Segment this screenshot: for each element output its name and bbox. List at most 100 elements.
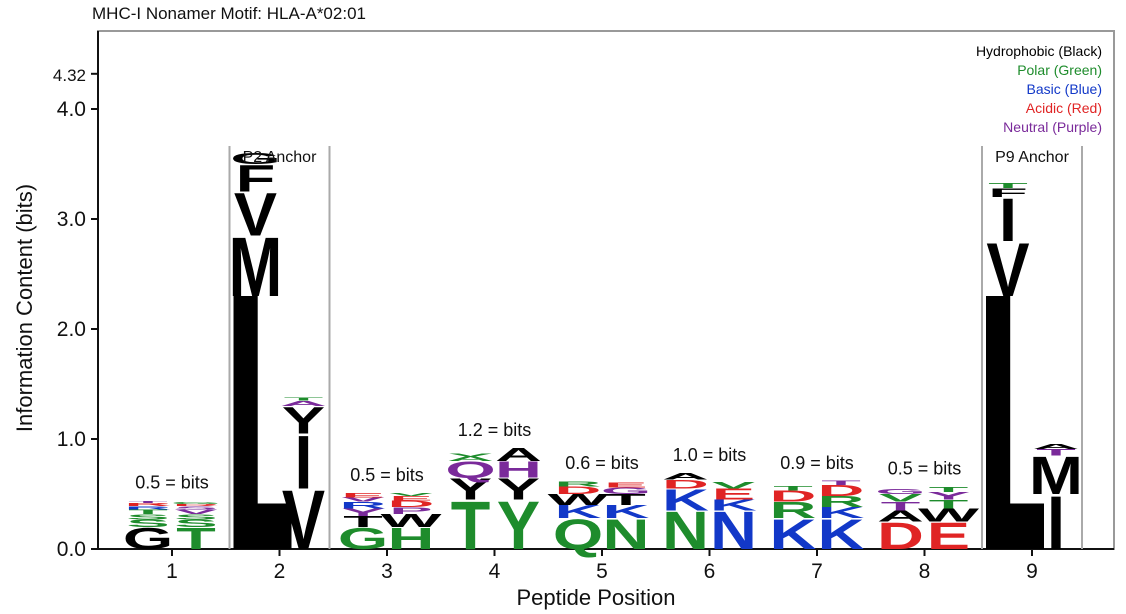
logo-letter-N: N — [603, 510, 650, 558]
logo-letter-I: I — [295, 419, 313, 504]
logo-letter-R: R — [340, 500, 387, 510]
y-tick-label: 4.32 — [53, 66, 86, 85]
logo-letter-T: T — [128, 508, 168, 515]
logo-letter-G: G — [601, 486, 651, 496]
logo-letter-T: T — [128, 500, 168, 503]
x-tick-label: 2 — [274, 560, 286, 583]
logo-letter-V: V — [234, 181, 277, 249]
legend-item: Basic (Blue) — [1027, 81, 1102, 97]
legend-item: Neutral (Purple) — [1003, 119, 1102, 135]
anchor-label: P9 Anchor — [995, 149, 1070, 166]
x-tick-label: 6 — [704, 560, 716, 583]
y-tick-label: 4.0 — [57, 98, 86, 121]
logo-letter-V: V — [282, 473, 325, 567]
logo-letter-D: D — [388, 499, 435, 509]
logo-letter-D: D — [662, 477, 709, 491]
legend-item: Polar (Green) — [1017, 62, 1102, 78]
logo-letter-S: S — [174, 512, 217, 521]
logo-letter-A: A — [495, 445, 542, 465]
logo-letter-K: K — [710, 497, 757, 514]
legend-item: Acidic (Red) — [1026, 100, 1102, 116]
logo-letter-R: R — [555, 479, 602, 488]
logo-letter-N: N — [710, 500, 757, 560]
logo-letter-S: S — [174, 517, 217, 529]
logo-letter-S: S — [126, 512, 169, 521]
logo-letter-K: K — [555, 502, 602, 522]
bits-annotation: 0.6 = bits — [565, 453, 639, 473]
bits-annotation: 0.5 = bits — [888, 458, 962, 478]
logo-letter-G: G — [123, 521, 173, 555]
logo-letter-Y: Y — [341, 506, 384, 518]
x-tick-label: 4 — [489, 560, 501, 583]
y-tick-label: 2.0 — [57, 318, 86, 341]
bits-annotation: 0.5 = bits — [350, 465, 424, 485]
bits-annotation: 1.2 = bits — [458, 420, 532, 440]
logo-letter-G: G — [875, 487, 925, 496]
logo-letter-L — [233, 296, 292, 549]
logo-letter-T: T — [176, 521, 216, 555]
logo-letter-A: A — [280, 399, 327, 408]
logo-letter-E: E — [604, 480, 647, 489]
bits-annotation: 0.9 = bits — [780, 453, 854, 473]
x-tick-label: 8 — [919, 560, 931, 583]
logo-letter-T: T — [821, 480, 861, 487]
logo-letter-L — [986, 296, 1044, 549]
logo-letter-H: H — [388, 521, 435, 555]
logo-letter-V: V — [341, 496, 385, 503]
logo-letter-G: G — [171, 501, 221, 504]
logo-letter-P: P — [389, 505, 432, 515]
logo-letter-R: R — [818, 493, 865, 510]
logo-letter-T: T — [881, 499, 921, 513]
logo-letter-D: D — [770, 488, 817, 505]
logo-letter-E: E — [712, 486, 755, 503]
logo-letter-E: E — [341, 492, 384, 499]
logo-letter-H: H — [495, 457, 542, 482]
logo-letter-T: T — [773, 485, 813, 492]
bits-annotation: 0.5 = bits — [135, 473, 209, 493]
logo-letter-M: M — [229, 220, 283, 314]
y-axis-label: Information Content (bits) — [12, 184, 37, 432]
logo-letter-Y: Y — [449, 472, 492, 506]
y-tick-label: 3.0 — [57, 208, 86, 231]
logo-letter-A: A — [447, 455, 494, 462]
logo-letter-D: D — [555, 484, 602, 496]
logo-letter-W: W — [547, 491, 609, 508]
logo-letter-D: D — [818, 482, 865, 499]
logo-letter-S: S — [174, 505, 217, 510]
logo-letter-K: K — [662, 483, 709, 517]
logo-letter-A: A — [1033, 442, 1080, 451]
logo-letter-V: V — [712, 480, 755, 490]
x-axis: 1 2 3 4 5 6 7 8 9 — [166, 549, 1038, 583]
y-tick-label: 0.0 — [57, 538, 86, 561]
logo-letter-T: T — [929, 497, 969, 511]
x-tick-label: 3 — [381, 560, 393, 583]
logo-letter-D: D — [877, 515, 924, 557]
logo-letter-S: S — [126, 517, 169, 529]
logo-letter-I: I — [999, 187, 1017, 255]
logo-letter-E: E — [927, 515, 970, 557]
logo-letter-T: T — [451, 488, 491, 564]
legend: Hydrophobic (Black) Polar (Green) Basic (B… — [976, 43, 1102, 135]
x-tick-label: 5 — [596, 560, 608, 583]
logo-letter-W: W — [380, 511, 441, 531]
logo-letter-R: R — [770, 498, 817, 523]
logo-letter-T: T — [988, 181, 1028, 190]
logo-letter-T: T — [343, 513, 383, 530]
logo-letter-V: V — [449, 452, 493, 457]
logo-letter-T: T — [606, 491, 646, 508]
logo-letter-K: K — [818, 504, 865, 521]
logo-letter-Y: Y — [282, 400, 325, 442]
logo-letter-V: V — [389, 492, 433, 497]
x-tick-label: 7 — [811, 560, 823, 583]
logo-letter-T: T — [1036, 447, 1076, 457]
x-tick-label: 9 — [1026, 560, 1038, 583]
logo-letter-E: E — [389, 495, 432, 502]
